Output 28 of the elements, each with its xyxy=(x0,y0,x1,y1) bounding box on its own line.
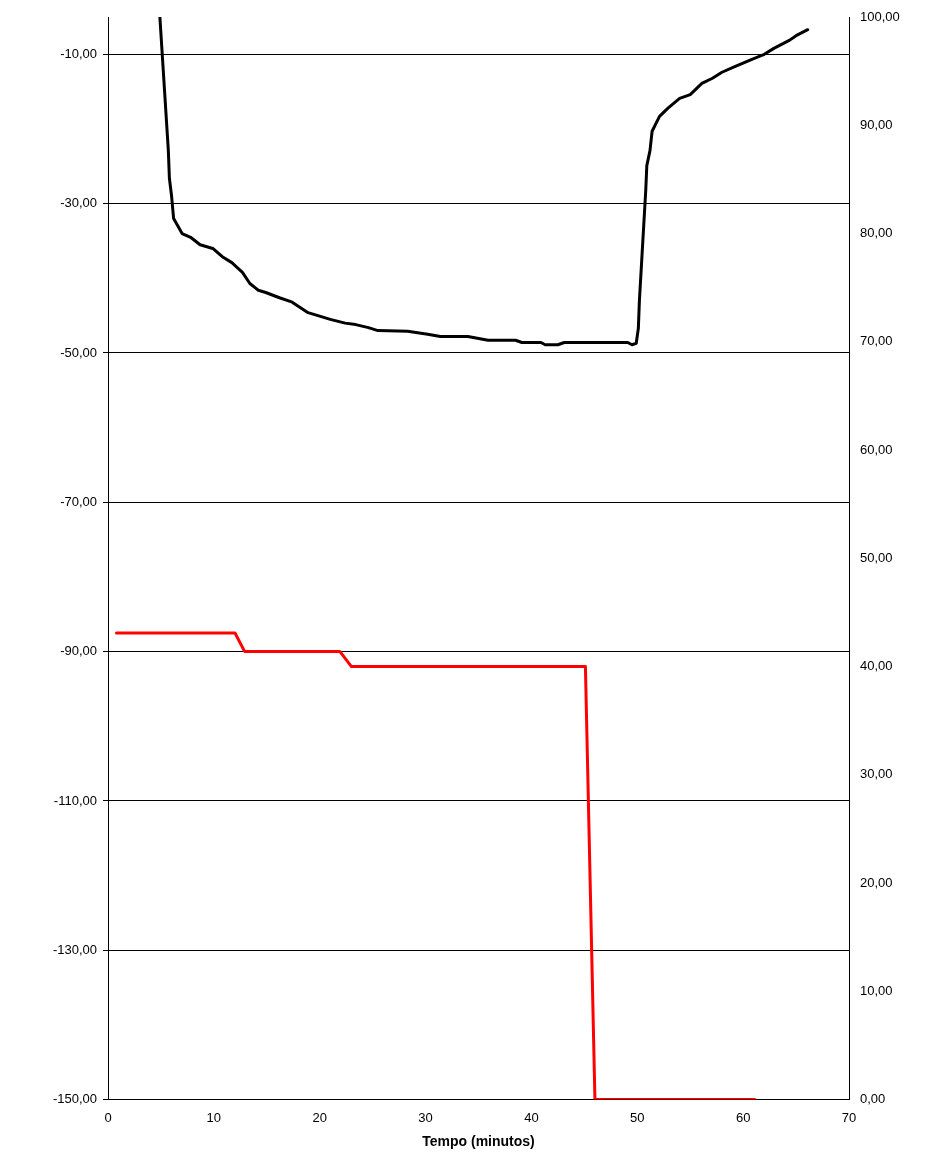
y2-tick-label: 90,00 xyxy=(860,116,893,132)
x-axis-title: Tempo (minutos) xyxy=(422,1133,535,1150)
y2-tick-label: 60,00 xyxy=(860,441,893,457)
y-tick-label: -50,00 xyxy=(60,344,97,360)
y2-tick-label: 20,00 xyxy=(860,874,893,890)
y2-tick-label: 100,00 xyxy=(860,8,900,24)
y2-tick-label: 30,00 xyxy=(860,766,893,782)
y-tick-label: -90,00 xyxy=(60,643,97,659)
y-tick-label: -10,00 xyxy=(60,45,97,61)
x-tick-label: 40 xyxy=(524,1109,539,1125)
y-tick-label: -110,00 xyxy=(53,792,97,808)
y2-tick-label: 70,00 xyxy=(860,333,893,349)
y-tick-label: -30,00 xyxy=(60,195,97,211)
x-tick-label: 70 xyxy=(841,1109,857,1125)
y-tick-label: -150,00 xyxy=(52,1091,97,1107)
y2-tick-label: 50,00 xyxy=(860,549,893,565)
x-tick-label: 50 xyxy=(630,1109,645,1125)
y-tick-label: -70,00 xyxy=(60,493,97,509)
y2-tick-label: 10,00 xyxy=(860,982,893,998)
x-tick-label: 20 xyxy=(312,1109,327,1125)
y2-tick-label: 40,00 xyxy=(860,658,893,674)
y2-tick-label: 0,00 xyxy=(860,1091,886,1107)
y2-tick-label: 80,00 xyxy=(860,225,893,241)
y-tick-label: -130,00 xyxy=(52,941,97,957)
x-tick-label: 60 xyxy=(735,1109,751,1125)
x-tick-label: 0 xyxy=(104,1109,112,1125)
x-tick-label: 30 xyxy=(418,1109,433,1125)
x-tick-label: 10 xyxy=(206,1109,222,1125)
